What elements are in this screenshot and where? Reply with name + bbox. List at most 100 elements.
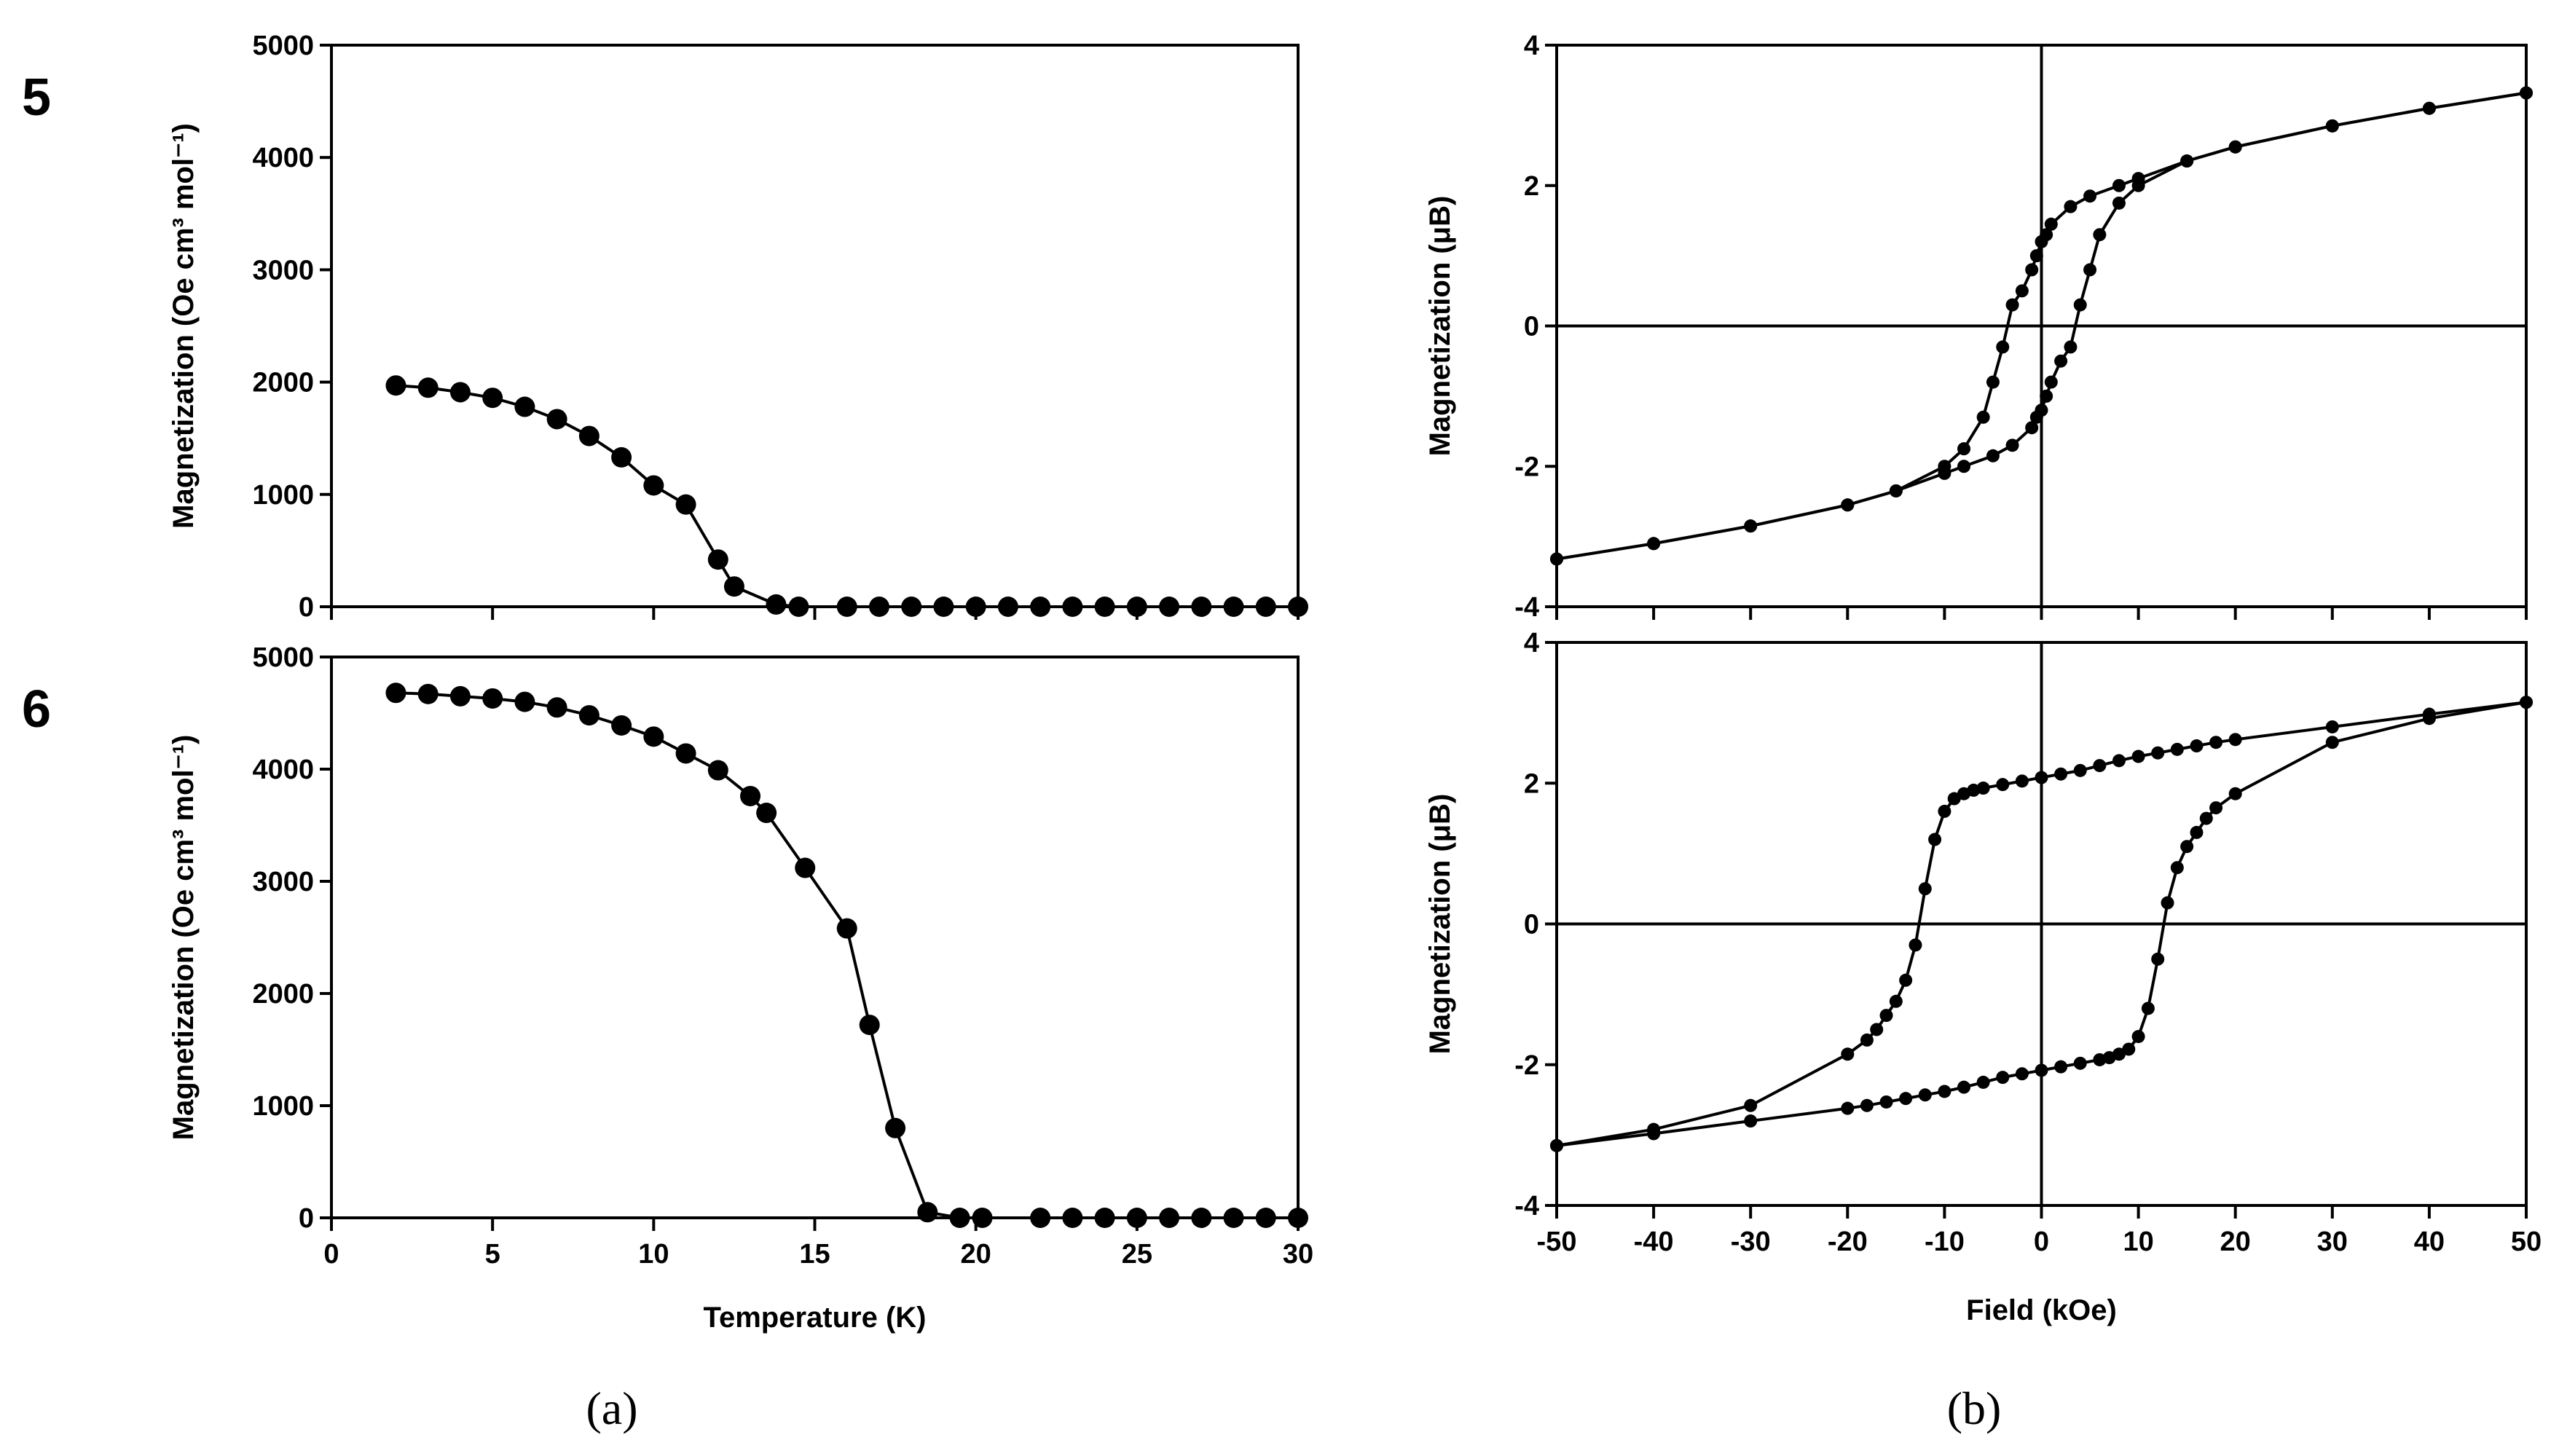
data-point-b5-1 bbox=[2083, 263, 2097, 277]
data-point-a6-0 bbox=[1030, 1208, 1051, 1228]
data-point-b6-0 bbox=[2073, 763, 2087, 777]
data-point-a5-0 bbox=[1159, 597, 1180, 617]
y-tick-label: 2 bbox=[1524, 768, 1539, 799]
y-tick-label: 4000 bbox=[252, 143, 314, 173]
y-tick-label: -2 bbox=[1514, 1050, 1539, 1081]
data-point-a6-0 bbox=[1288, 1208, 1308, 1228]
y-tick-label: -4 bbox=[1514, 1191, 1539, 1221]
row-label-6: 6 bbox=[22, 680, 51, 739]
data-point-b5-0 bbox=[1976, 410, 1990, 424]
data-point-b6-1 bbox=[1744, 1114, 1758, 1128]
data-point-a6-0 bbox=[578, 705, 600, 726]
y-tick-label: -4 bbox=[1514, 592, 1539, 623]
panel-label-b: (b) bbox=[1947, 1382, 2002, 1434]
data-point-a6-0 bbox=[756, 803, 777, 824]
data-point-b5-1 bbox=[1938, 466, 1951, 480]
x-tick-label: -50 bbox=[1537, 1227, 1577, 1257]
data-point-a5-0 bbox=[1223, 597, 1244, 617]
data-point-a5-0 bbox=[1126, 597, 1147, 617]
data-point-b6-1 bbox=[2112, 1047, 2126, 1061]
data-point-b6-1 bbox=[2180, 840, 2194, 854]
data-point-a6-0 bbox=[546, 697, 567, 718]
x-axis-title: Field (kOe) bbox=[1966, 1294, 2117, 1326]
data-point-b5-1 bbox=[2112, 196, 2126, 210]
data-point-b6-1 bbox=[2422, 712, 2436, 725]
chart-a6: 0 1000 2000 3000 4000 5000 0 5 10 15 20 25 30 Magneti… bbox=[168, 642, 1313, 1334]
y-tick-label: 1000 bbox=[252, 480, 314, 511]
data-point-a6-0 bbox=[740, 785, 761, 806]
y-tick-label: 3000 bbox=[252, 255, 314, 286]
y-tick-label: 2000 bbox=[252, 368, 314, 398]
data-point-b6-1 bbox=[2209, 801, 2223, 815]
x-tick-label: 50 bbox=[2511, 1227, 2542, 1257]
data-point-a6-0 bbox=[611, 715, 632, 736]
data-point-a5-0 bbox=[449, 382, 471, 403]
data-point-b5-1 bbox=[1889, 484, 1903, 497]
data-point-b5-1 bbox=[2005, 438, 2019, 452]
data-point-a5-0 bbox=[514, 396, 535, 417]
data-point-a5-0 bbox=[611, 446, 632, 468]
data-point-a6-0 bbox=[836, 918, 857, 939]
data-point-a5-0 bbox=[417, 377, 439, 398]
data-point-b6-1 bbox=[2015, 1067, 2029, 1081]
data-point-b5-1 bbox=[2228, 140, 2242, 154]
data-point-a5-0 bbox=[1062, 597, 1083, 617]
y-tick-label: 3000 bbox=[252, 867, 314, 897]
data-point-b6-1 bbox=[1918, 1088, 1932, 1102]
data-point-a6-0 bbox=[949, 1208, 970, 1228]
data-point-a5-0 bbox=[766, 594, 787, 615]
data-point-b6-1 bbox=[1938, 1085, 1951, 1098]
data-point-b6-1 bbox=[1976, 1075, 1990, 1089]
y-axis-title: Magnetization (μB) bbox=[1424, 196, 1456, 457]
data-point-b5-1 bbox=[2180, 154, 2194, 168]
y-tick-label: 2000 bbox=[252, 979, 314, 1010]
data-point-b6-0 bbox=[2131, 749, 2145, 763]
data-point-b6-0 bbox=[1918, 882, 1932, 896]
y-tick-label: 0 bbox=[299, 1203, 314, 1234]
data-point-b6-1 bbox=[1957, 1080, 1971, 1094]
data-point-b5-0 bbox=[2029, 249, 2043, 263]
data-point-b6-1 bbox=[2054, 1060, 2068, 1074]
data-point-b6-1 bbox=[1841, 1101, 1855, 1115]
data-point-a5-0 bbox=[1191, 597, 1212, 617]
data-point-a6-0 bbox=[385, 682, 406, 704]
data-point-b6-0 bbox=[2093, 759, 2107, 773]
data-point-a5-0 bbox=[901, 597, 922, 617]
data-point-b6-1 bbox=[2073, 1056, 2087, 1070]
data-point-b6-1 bbox=[1996, 1071, 2010, 1085]
x-tick-label: 15 bbox=[799, 1239, 830, 1270]
data-point-a5-0 bbox=[868, 597, 889, 617]
data-point-b6-0 bbox=[2190, 739, 2204, 753]
data-point-a5-0 bbox=[1255, 597, 1276, 617]
data-point-b6-1 bbox=[2161, 896, 2174, 910]
x-tick-label: -10 bbox=[1925, 1227, 1965, 1257]
y-tick-label: 5000 bbox=[252, 31, 314, 61]
data-point-b6-1 bbox=[2199, 811, 2213, 825]
data-point-a6-0 bbox=[1062, 1208, 1083, 1228]
data-point-b6-1 bbox=[1550, 1138, 1563, 1152]
data-point-a6-0 bbox=[482, 688, 503, 709]
data-point-b5-1 bbox=[1986, 449, 2000, 463]
data-point-b6-1 bbox=[1860, 1098, 1874, 1112]
data-point-b6-0 bbox=[1879, 1009, 1893, 1023]
data-point-a5-0 bbox=[1094, 597, 1115, 617]
data-point-b6-0 bbox=[2209, 736, 2223, 749]
data-point-b6-0 bbox=[1841, 1047, 1855, 1061]
data-point-b6-0 bbox=[2228, 733, 2242, 747]
y-tick-label: 0 bbox=[299, 592, 314, 623]
data-point-b5-0 bbox=[2112, 178, 2126, 192]
data-point-b5-0 bbox=[1986, 375, 2000, 389]
x-tick-label: 0 bbox=[323, 1239, 339, 1270]
data-point-b6-0 bbox=[1870, 1023, 1884, 1036]
data-point-b6-0 bbox=[1947, 792, 1961, 806]
data-point-b5-1 bbox=[1841, 498, 1855, 512]
data-point-b6-0 bbox=[2151, 746, 2165, 760]
data-point-a5-0 bbox=[385, 375, 406, 396]
data-point-a5-0 bbox=[578, 425, 600, 446]
x-tick-label: 30 bbox=[1283, 1239, 1313, 1270]
data-point-b6-0 bbox=[1996, 778, 2010, 792]
y-tick-label: 4 bbox=[1524, 31, 1539, 61]
data-point-a6-0 bbox=[859, 1015, 880, 1036]
chart-a5: 0 1000 2000 3000 4000 5000 Magnetization (Oe c… bbox=[168, 31, 1308, 623]
